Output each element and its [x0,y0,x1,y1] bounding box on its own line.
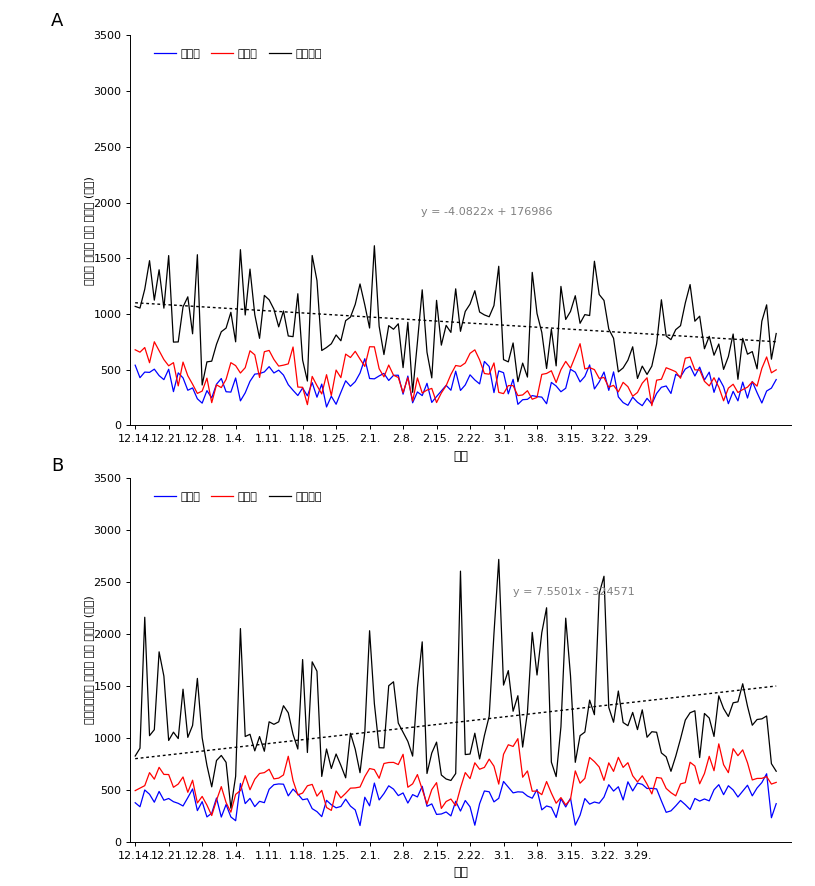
전체입수 [504,665,513,676]
출소수 [594,373,604,384]
출소수 [694,365,704,376]
Line: 출소수: 출소수 [135,342,776,406]
전체입수 [479,309,489,320]
입소수 [130,797,140,808]
Text: B: B [51,456,64,475]
출소수 [284,359,293,369]
출소수 [499,388,509,399]
전체입수 [279,306,289,316]
출소수 [647,400,657,411]
입소수 [499,776,509,787]
Line: 출소수: 출소수 [135,739,776,815]
입소수 [690,793,700,804]
전체입수 [771,328,781,338]
출소수 [771,777,781,788]
출소수 [738,385,747,395]
입소수 [322,401,332,412]
전체입수 [694,311,704,322]
입소수 [771,798,781,809]
출소수 [771,364,781,375]
입소수 [694,361,704,372]
Line: 전체입수: 전체입수 [135,559,776,808]
입소수 [733,792,742,803]
Legend: 입소수, 출소수, 전체입수: 입소수, 출소수, 전체입수 [149,45,327,64]
입소수 [474,798,484,809]
전체입수 [504,356,513,367]
출소수 [738,744,747,755]
Text: y = 7.5501x - 324571: y = 7.5501x - 324571 [513,587,635,597]
출소수 [694,779,704,789]
입소수 [279,369,289,380]
전체입수 [408,387,417,398]
입소수 [360,354,370,364]
전체입수 [771,766,781,776]
전체입수 [694,752,704,763]
입소수 [355,820,365,831]
Y-axis label: 화분매개전용 본통의 껼본 출입수 (마리): 화분매개전용 본통의 껼본 출입수 (마리) [84,595,94,725]
전체입수 [494,554,504,564]
입소수 [738,377,747,387]
출소수 [149,337,159,347]
Y-axis label: 사유용 본통의 껼본 출입수 (마리): 사유용 본통의 껼본 출입수 (마리) [84,176,94,284]
출소수 [284,751,293,762]
출소수 [499,749,509,759]
입소수 [599,367,609,377]
Text: y = -4.0822x + 176986: y = -4.0822x + 176986 [421,207,553,217]
입소수 [762,768,772,779]
전체입수 [738,333,747,344]
전체입수 [130,750,140,761]
Text: A: A [51,12,64,30]
전체입수 [599,571,609,581]
출소수 [513,734,522,744]
전체입수 [226,803,236,813]
입소수 [504,389,513,400]
전체입수 [474,754,484,765]
Legend: 입소수, 출소수, 전체입수: 입소수, 출소수, 전체입수 [149,487,327,507]
입소수 [479,356,489,367]
입소수 [130,360,140,370]
출소수 [130,345,140,355]
X-axis label: 날짜: 날짜 [453,867,468,879]
출소수 [207,810,217,820]
입소수 [594,798,604,809]
출소수 [130,785,140,796]
전체입수 [738,679,747,689]
Line: 입소수: 입소수 [135,359,776,407]
전체입수 [130,301,140,312]
Line: 입소수: 입소수 [135,773,776,826]
Line: 전체입수: 전체입수 [135,245,776,392]
전체입수 [284,707,293,718]
입소수 [279,779,289,789]
출소수 [599,775,609,786]
출소수 [474,764,484,774]
전체입수 [599,295,609,306]
X-axis label: 날짜: 날짜 [453,450,468,462]
출소수 [474,354,484,365]
입소수 [771,374,781,385]
전체입수 [369,240,379,251]
